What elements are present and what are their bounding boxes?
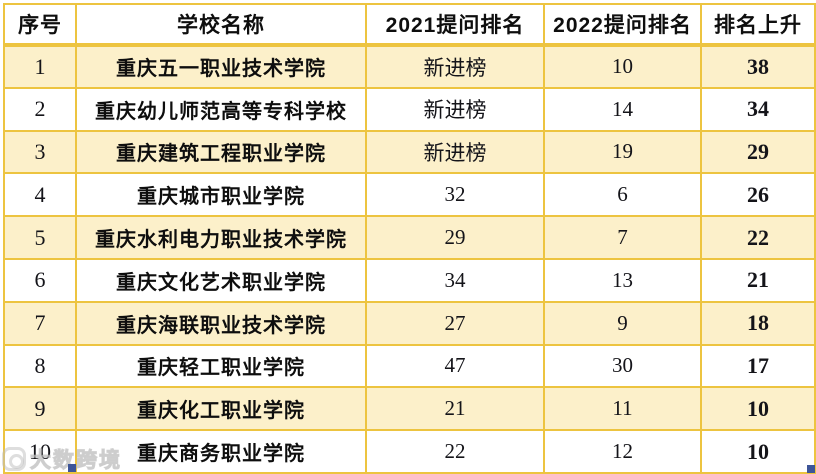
selection-handle-right [807,465,815,473]
cell-rank2022: 11 [543,386,702,432]
cell-rank2022: 13 [543,257,702,303]
cell-school: 重庆城市职业学院 [75,172,367,218]
cell-school: 重庆五一职业技术学院 [75,44,367,89]
cell-school: 重庆幼儿师范高等专科学校 [75,86,367,132]
cell-rise: 26 [700,172,816,218]
cell-rank2021: 新进榜 [365,129,545,175]
cell-rise: 10 [700,429,816,474]
cell-rise: 10 [700,386,816,432]
cell-rise: 18 [700,300,816,346]
selection-handle-left [68,464,76,472]
cell-rise: 29 [700,129,816,175]
table-row: 10 重庆商务职业学院 22 12 10 [3,429,816,474]
cell-rank2021: 新进榜 [365,86,545,132]
cell-rise: 38 [700,44,816,89]
cell-rank2021: 47 [365,343,545,389]
cell-rank2021: 29 [365,215,545,260]
col-header-index: 序号 [3,3,77,47]
cell-rank2021: 27 [365,300,545,346]
cell-rank2022: 9 [543,300,702,346]
cell-rank2021: 22 [365,429,545,474]
cell-school: 重庆建筑工程职业学院 [75,129,367,175]
cell-index: 2 [3,86,77,132]
cell-rank2022: 30 [543,343,702,389]
cell-index: 9 [3,386,77,432]
cell-rank2022: 19 [543,129,702,175]
cell-index: 4 [3,172,77,218]
cell-rank2021: 32 [365,172,545,218]
cell-index: 10 [3,429,77,474]
cell-index: 8 [3,343,77,389]
table-row: 5 重庆水利电力职业技术学院 29 7 22 [3,215,816,260]
table-row: 6 重庆文化艺术职业学院 34 13 21 [3,257,816,303]
col-header-rank2021: 2021提问排名 [365,3,545,47]
cell-rise: 22 [700,215,816,260]
cell-school: 重庆水利电力职业技术学院 [75,215,367,260]
cell-index: 5 [3,215,77,260]
cell-rank2021: 34 [365,257,545,303]
table-row: 4 重庆城市职业学院 32 6 26 [3,172,816,218]
cell-index: 3 [3,129,77,175]
col-header-rank2022: 2022提问排名 [543,3,702,47]
table-row: 2 重庆幼儿师范高等专科学校 新进榜 14 34 [3,86,816,132]
table-row: 8 重庆轻工职业学院 47 30 17 [3,343,816,389]
cell-school: 重庆商务职业学院 [75,429,367,474]
cell-rise: 21 [700,257,816,303]
table-row: 1 重庆五一职业技术学院 新进榜 10 38 [3,44,816,89]
cell-school: 重庆文化艺术职业学院 [75,257,367,303]
cell-school: 重庆海联职业技术学院 [75,300,367,346]
cell-rank2022: 14 [543,86,702,132]
cell-rank2022: 12 [543,429,702,474]
cell-rank2022: 6 [543,172,702,218]
cell-school: 重庆轻工职业学院 [75,343,367,389]
ranking-table: 序号 学校名称 2021提问排名 2022提问排名 排名上升 1 重庆五一职业技术… [3,3,816,474]
table-row: 3 重庆建筑工程职业学院 新进榜 19 29 [3,129,816,175]
cell-rank2022: 10 [543,44,702,89]
cell-index: 7 [3,300,77,346]
cell-index: 1 [3,44,77,89]
cell-rank2022: 7 [543,215,702,260]
cell-school: 重庆化工职业学院 [75,386,367,432]
header-row: 序号 学校名称 2021提问排名 2022提问排名 排名上升 [3,3,816,47]
table-row: 9 重庆化工职业学院 21 11 10 [3,386,816,432]
table-row: 7 重庆海联职业技术学院 27 9 18 [3,300,816,346]
cell-rank2021: 21 [365,386,545,432]
cell-index: 6 [3,257,77,303]
cell-rise: 17 [700,343,816,389]
col-header-school: 学校名称 [75,3,367,47]
cell-rank2021: 新进榜 [365,44,545,89]
col-header-rise: 排名上升 [700,3,816,47]
cell-rise: 34 [700,86,816,132]
